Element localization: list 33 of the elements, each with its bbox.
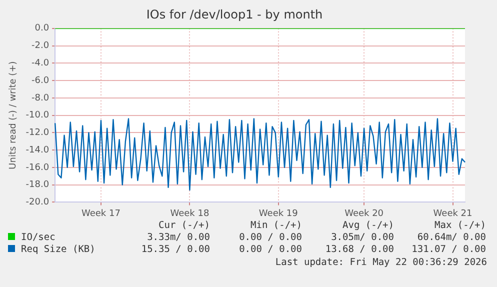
text: Last update: Fri May 22 00:36:29 2026 [275,257,487,268]
y-tick-label: -4.0 [32,58,50,69]
text: Avg (-/+) [342,219,394,231]
y-tick-label: -20.0 [26,198,50,208]
text: Max (-/+) [434,219,486,231]
y-tick-label: -2.0 [32,41,50,52]
legend-label: Req Size (KB) [20,243,96,255]
y-tick-label: -14.0 [26,145,50,156]
y-tick-label: -10.0 [26,110,50,121]
x-tick-label: Week 17 [81,208,120,219]
text: 3.33m/ 0.00 [146,231,210,243]
y-tick-label: -8.0 [32,93,50,104]
y-tick-label: -16.0 [26,162,50,173]
text: 0.00 / 0.00 [238,243,302,255]
text: 131.07 / 0.00 [410,243,486,255]
y-tick-label: -12.0 [26,128,50,138]
x-tick-label: Week 21 [433,208,472,219]
text: 15.35 / 0.00 [140,243,210,255]
text: Cur (-/+) [158,219,210,231]
y-axis-title: Units read (-) / write (+) [8,61,19,170]
text: 3.05m/ 0.00 [330,231,394,243]
y-tick-label: -6.0 [32,76,50,86]
legend-label: IO/sec [20,231,56,243]
x-tick-label: Week 18 [170,208,210,219]
chart-title: IOs for /dev/loop1 - by month [146,7,323,22]
y-tick-label: -18.0 [26,180,50,190]
text: 60.64m/ 0.00 [416,231,486,243]
x-tick-label: Week 20 [344,208,384,219]
text: Min (-/+) [250,219,302,231]
text: 13.68 / 0.00 [324,243,394,255]
x-tick-label: Week 19 [258,208,298,219]
y-tick-label: 0.0 [34,24,50,34]
text: 0.00 / 0.00 [238,231,302,243]
